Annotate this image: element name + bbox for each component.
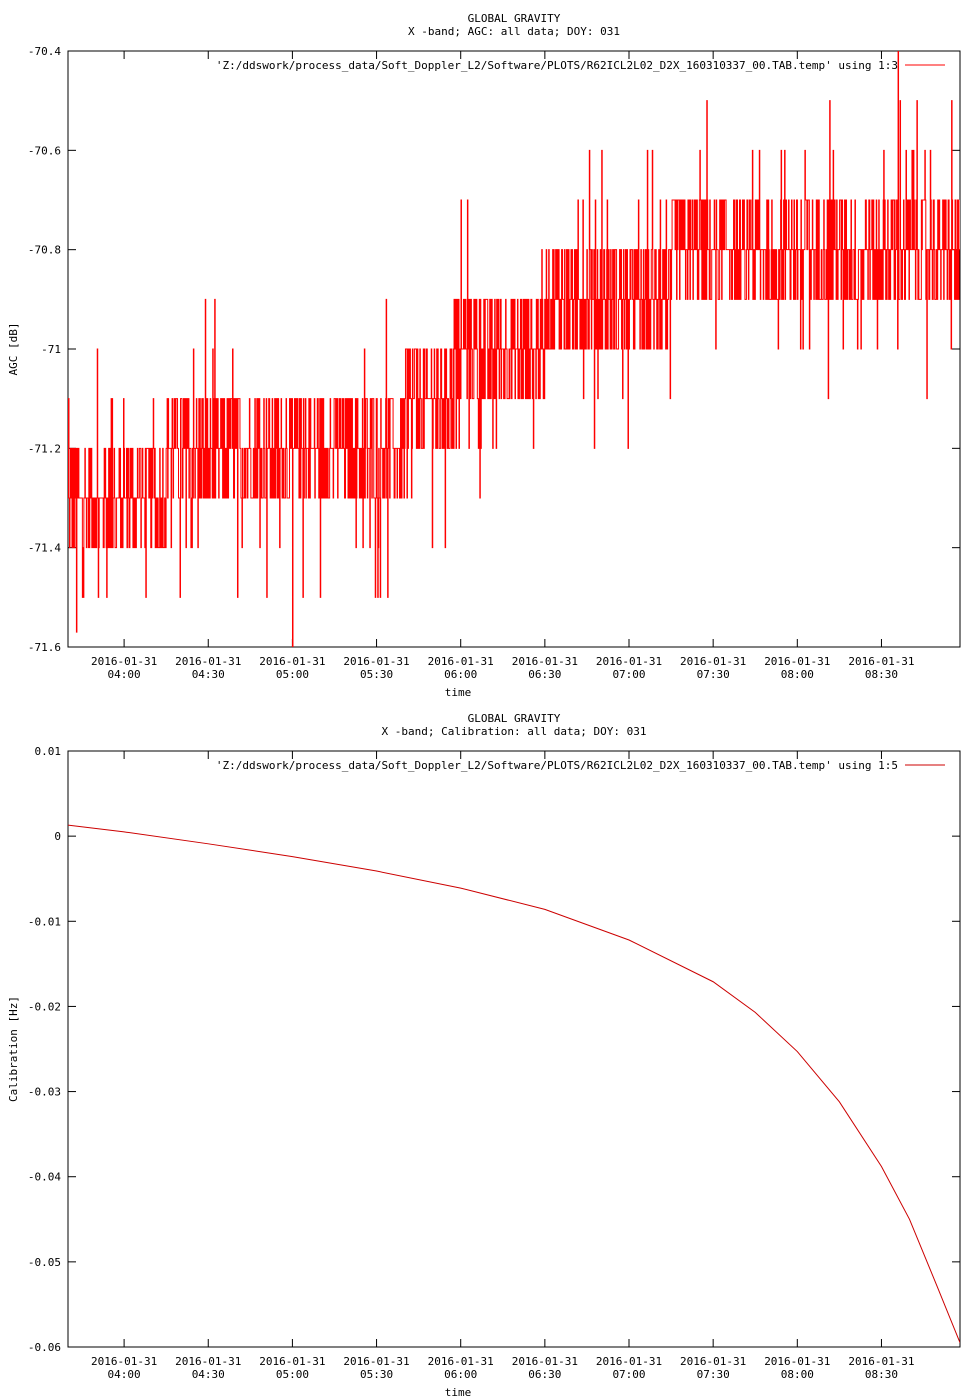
x-tick-date-label: 2016-01-31 [343, 655, 409, 668]
legend-label: 'Z:/ddswork/process_data/Soft_Doppler_L2… [216, 59, 898, 72]
chart-subtitle: X -band; AGC: all data; DOY: 031 [408, 25, 620, 38]
y-tick-label: -0.04 [28, 1171, 61, 1184]
x-tick-date-label: 2016-01-31 [764, 1355, 830, 1368]
x-tick-time-label: 06:00 [444, 668, 477, 681]
x-tick-time-label: 06:30 [528, 668, 561, 681]
agc-series-line [68, 51, 960, 647]
y-tick-label: -71.2 [28, 442, 61, 455]
x-tick-time-label: 08:30 [865, 668, 898, 681]
y-tick-label: 0.01 [35, 745, 62, 758]
x-axis-label: time [445, 686, 472, 699]
x-axis-label: time [445, 1386, 472, 1399]
x-tick-date-label: 2016-01-31 [680, 1355, 746, 1368]
x-tick-time-label: 06:30 [528, 1368, 561, 1381]
x-tick-date-label: 2016-01-31 [680, 655, 746, 668]
x-tick-date-label: 2016-01-31 [428, 655, 494, 668]
x-tick-date-label: 2016-01-31 [596, 655, 662, 668]
chart-title: GLOBAL GRAVITY [468, 712, 561, 725]
plot-frame [67, 750, 961, 1348]
y-tick-label: -70.6 [28, 144, 61, 157]
x-tick-date-label: 2016-01-31 [512, 655, 578, 668]
x-tick-time-label: 05:30 [360, 668, 393, 681]
legend-label: 'Z:/ddswork/process_data/Soft_Doppler_L2… [216, 759, 898, 772]
y-tick-label: 0 [54, 830, 61, 843]
y-tick-label: -0.03 [28, 1086, 61, 1099]
x-tick-time-label: 07:30 [697, 1368, 730, 1381]
x-tick-date-label: 2016-01-31 [428, 1355, 494, 1368]
x-tick-time-label: 04:30 [192, 668, 225, 681]
y-tick-label: -71.6 [28, 641, 61, 654]
x-tick-date-label: 2016-01-31 [91, 655, 157, 668]
x-tick-date-label: 2016-01-31 [91, 1355, 157, 1368]
y-tick-label: -70.8 [28, 244, 61, 257]
x-tick-time-label: 07:30 [697, 668, 730, 681]
y-tick-label: -0.02 [28, 1000, 61, 1013]
x-tick-time-label: 07:00 [612, 668, 645, 681]
y-tick-label: -0.01 [28, 915, 61, 928]
x-tick-time-label: 04:00 [108, 1368, 141, 1381]
calibration-series-line [68, 824, 960, 1343]
x-tick-date-label: 2016-01-31 [512, 1355, 578, 1368]
x-tick-date-label: 2016-01-31 [848, 1355, 914, 1368]
x-tick-date-label: 2016-01-31 [175, 655, 241, 668]
chart-title: GLOBAL GRAVITY [468, 12, 561, 25]
y-tick-label: -70.4 [28, 45, 61, 58]
x-tick-date-label: 2016-01-31 [596, 1355, 662, 1368]
y-axis-label: Calibration [Hz] [7, 996, 20, 1102]
x-tick-time-label: 08:00 [781, 1368, 814, 1381]
x-tick-date-label: 2016-01-31 [848, 655, 914, 668]
x-tick-time-label: 05:00 [276, 1368, 309, 1381]
chart-subtitle: X -band; Calibration: all data; DOY: 031 [382, 725, 647, 738]
y-tick-label: -71.4 [28, 542, 61, 555]
x-tick-time-label: 05:00 [276, 668, 309, 681]
x-tick-date-label: 2016-01-31 [343, 1355, 409, 1368]
x-tick-time-label: 04:30 [192, 1368, 225, 1381]
x-tick-date-label: 2016-01-31 [259, 655, 325, 668]
x-tick-date-label: 2016-01-31 [259, 1355, 325, 1368]
y-axis-label: AGC [dB] [7, 323, 20, 376]
x-tick-date-label: 2016-01-31 [764, 655, 830, 668]
x-tick-date-label: 2016-01-31 [175, 1355, 241, 1368]
y-tick-label: -0.06 [28, 1341, 61, 1354]
y-tick-label: -0.05 [28, 1256, 61, 1269]
x-tick-time-label: 08:00 [781, 668, 814, 681]
x-tick-time-label: 04:00 [108, 668, 141, 681]
x-tick-time-label: 05:30 [360, 1368, 393, 1381]
y-tick-label: -71 [41, 343, 61, 356]
x-tick-time-label: 07:00 [612, 1368, 645, 1381]
x-tick-time-label: 08:30 [865, 1368, 898, 1381]
x-tick-time-label: 06:00 [444, 1368, 477, 1381]
